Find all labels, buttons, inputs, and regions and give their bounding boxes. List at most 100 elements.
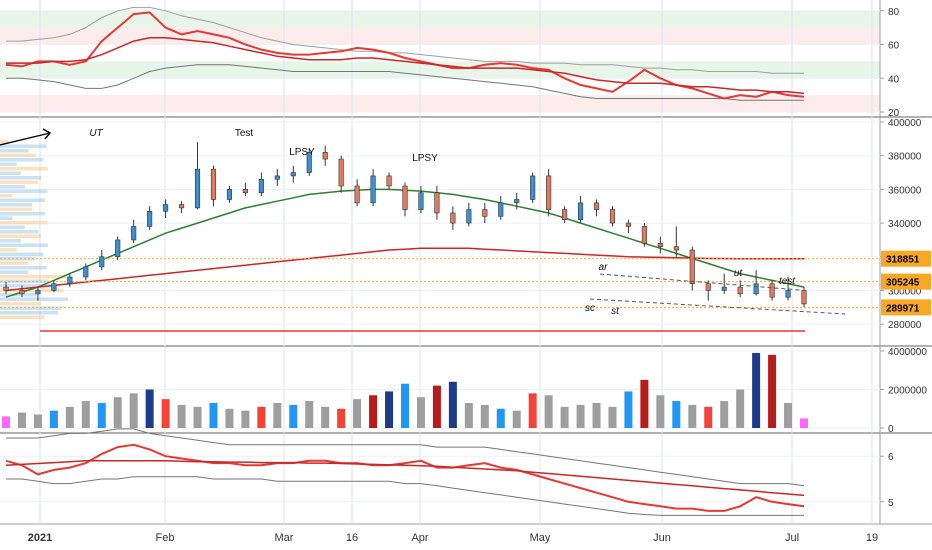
volume-bar — [2, 416, 10, 428]
candle-body — [466, 209, 472, 224]
candle-body — [546, 175, 552, 210]
candle-body — [530, 175, 536, 200]
price-label-box — [881, 273, 931, 290]
candle-body — [131, 226, 137, 241]
candle-body — [115, 239, 121, 258]
candle-body — [753, 283, 759, 295]
x-tick-label: Jun — [653, 532, 671, 544]
candle-body — [354, 185, 360, 204]
candle-body — [402, 185, 408, 210]
volume-profile-bar — [0, 243, 48, 247]
candle-body — [210, 168, 217, 200]
volume-profile-bar — [0, 230, 39, 234]
channel-line-upper — [599, 273, 801, 291]
volume-bar — [289, 404, 298, 428]
volume-bar — [337, 408, 346, 428]
candle-body — [673, 246, 679, 251]
candle-body — [785, 290, 791, 298]
annotations-layer: UT Test LPSY LPSY ar sc st ut test — [0, 128, 846, 332]
y-tick-label: 2000000 — [888, 386, 927, 397]
volume-bars-layer — [2, 352, 808, 428]
candle-body — [625, 222, 631, 227]
annotation-label: test — [779, 276, 796, 287]
volume-bar — [736, 389, 745, 428]
volume-bar — [81, 401, 90, 428]
indicator-band-lower — [6, 476, 804, 516]
candle-body — [194, 168, 201, 209]
volume-bar — [784, 402, 793, 428]
candle-body — [609, 209, 616, 224]
price-label-box — [881, 299, 931, 316]
volume-profile-bar — [0, 189, 48, 193]
volume-bar — [624, 391, 633, 428]
volume-profile-bar — [0, 306, 62, 310]
indicator-ma — [5, 460, 805, 497]
volume-profile-bar — [0, 311, 59, 315]
candle-body — [179, 204, 185, 209]
y-tick-label: 340000 — [888, 219, 922, 230]
annotation-label: LPSY — [289, 147, 315, 158]
volume-profile-bar — [0, 239, 21, 243]
candle-body — [306, 152, 312, 173]
volume-bar — [800, 418, 808, 428]
price-ma_red — [5, 247, 804, 292]
y-tick-label: 60 — [888, 41, 900, 52]
candle-body — [689, 249, 695, 285]
volume-bar — [273, 402, 282, 428]
candle-body — [498, 202, 504, 217]
candle-body — [290, 172, 296, 177]
volume-profile-bar — [0, 176, 42, 180]
volume-profile-bar — [0, 194, 13, 198]
volume-bar — [432, 385, 441, 428]
volume-profile — [0, 140, 68, 319]
volume-bar — [720, 401, 729, 428]
candle-body — [514, 199, 520, 204]
volume-bar — [177, 404, 186, 428]
candle-body — [322, 152, 328, 160]
oscillator-zones — [0, 10, 880, 112]
volume-profile-bar — [0, 252, 44, 256]
volume-profile-bar — [0, 171, 21, 175]
volume-profile-bar — [0, 293, 37, 297]
x-tick-label: Mar — [275, 532, 294, 544]
volume-bar — [656, 395, 665, 428]
candle-body — [3, 286, 9, 291]
volume-bar — [672, 401, 681, 428]
volume-profile-bar — [0, 153, 36, 157]
volume-bar — [688, 404, 697, 428]
y-tick-label: 380000 — [888, 152, 922, 163]
candle-body — [737, 286, 743, 295]
volume-bar — [353, 399, 362, 428]
volume-bar — [225, 408, 234, 428]
candle-body — [242, 189, 248, 194]
volume-profile-bar — [0, 185, 25, 189]
volume-bar — [385, 391, 394, 428]
x-tick-label: Apr — [411, 532, 428, 544]
y-tick-label: 4000000 — [888, 347, 927, 358]
volume-bar — [321, 406, 330, 428]
volume-bar — [241, 410, 250, 428]
indicator-band-upper — [6, 428, 805, 487]
volume-profile-bar — [0, 158, 44, 162]
oscillator-main — [5, 11, 805, 100]
volume-bar — [448, 381, 457, 428]
volume-profile-bar — [0, 144, 47, 148]
volume-profile-bar — [0, 288, 64, 292]
candle-body — [801, 290, 807, 305]
candle-body — [338, 158, 344, 187]
volume-profile-bar — [0, 302, 41, 306]
candle-body — [99, 256, 105, 268]
candle-body — [226, 189, 232, 200]
zone-green_upper — [0, 10, 880, 28]
candle-body — [418, 192, 424, 210]
volume-bar — [17, 412, 26, 428]
volume-bar — [528, 393, 537, 428]
volume-profile-bar — [0, 167, 48, 171]
candle-body — [370, 175, 376, 204]
volume-bar — [640, 379, 649, 428]
volume-bar — [305, 401, 314, 428]
candle-body — [641, 226, 647, 244]
volume-bar — [193, 406, 202, 428]
candles-layer — [3, 142, 807, 308]
y-tick-label: 280000 — [888, 320, 922, 331]
